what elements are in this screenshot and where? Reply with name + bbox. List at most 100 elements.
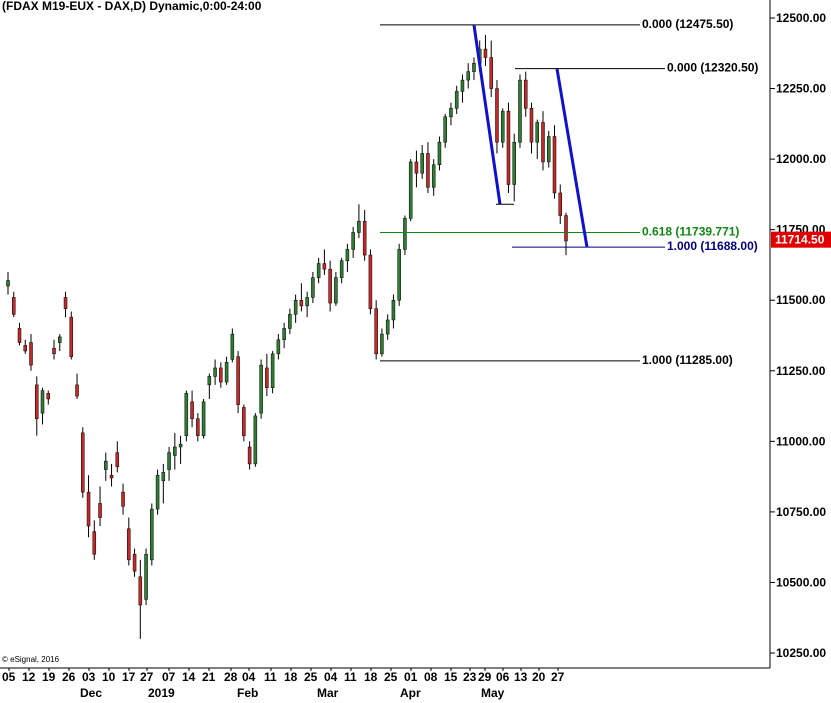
- x-tick-label: 20: [532, 670, 546, 684]
- candle-down: [564, 215, 568, 242]
- candle-up: [178, 443, 183, 448]
- candle: [449, 102, 453, 126]
- candle-up: [40, 390, 45, 414]
- candle: [403, 215, 407, 256]
- candle: [219, 362, 223, 388]
- candle: [362, 209, 367, 261]
- labels: 0.000 (12475.50) 0.000 (12320.50) 0.618 (1…: [642, 17, 831, 367]
- candle: [40, 387, 45, 425]
- candle: [345, 243, 350, 272]
- x-tick-label: 12: [22, 670, 36, 684]
- trend-line: [472, 24, 502, 205]
- month-label: May: [481, 686, 505, 700]
- x-tick-label: 17: [122, 670, 136, 684]
- candle-down: [115, 452, 120, 467]
- candle: [420, 145, 424, 179]
- candle: [518, 74, 522, 148]
- y-tick-label: 12500.00: [776, 11, 826, 25]
- y-tick-label: 10750.00: [776, 505, 826, 519]
- candle: [564, 212, 568, 256]
- candle: [81, 427, 85, 498]
- candle-down: [98, 503, 102, 518]
- candle: [391, 294, 396, 329]
- candle-down: [190, 401, 194, 420]
- fib-level-label: 1.000 (11688.00): [667, 239, 758, 253]
- candle: [161, 463, 166, 504]
- candle-up: [500, 110, 505, 143]
- candle: [150, 503, 154, 566]
- candle-down: [81, 432, 85, 493]
- month-label: Apr: [400, 686, 421, 700]
- candle-up: [276, 339, 281, 355]
- candle-up: [311, 277, 315, 298]
- candle: [69, 311, 74, 360]
- candle-up: [282, 328, 286, 340]
- y-tick-label: 11500.00: [776, 293, 826, 307]
- candle-up: [104, 460, 108, 470]
- candle: [506, 102, 511, 193]
- month-label: 2019: [148, 686, 175, 700]
- candle-up: [201, 401, 206, 436]
- candle: [236, 351, 240, 414]
- x-tick-label: 13: [514, 670, 528, 684]
- candle: [52, 339, 56, 360]
- candle: [167, 446, 171, 481]
- x-tick-label: 18: [364, 670, 378, 684]
- candle: [190, 390, 194, 428]
- candle-up: [230, 333, 235, 360]
- fib-level-label: 0.618 (11739.771): [642, 225, 739, 239]
- candle: [259, 359, 263, 419]
- x-tick-label: 10: [102, 670, 116, 684]
- candle: [523, 71, 528, 117]
- candle: [529, 102, 534, 154]
- candle-up: [460, 79, 465, 92]
- y-tick-label: 10250.00: [776, 646, 826, 660]
- candle-down: [414, 161, 419, 174]
- candle-up: [334, 277, 338, 304]
- x-tick-label: 25: [304, 670, 318, 684]
- x-tick-label: 28: [224, 670, 238, 684]
- candle: [29, 334, 33, 371]
- candle-up: [58, 336, 62, 343]
- candle-down: [362, 220, 367, 256]
- candle: [127, 517, 131, 566]
- x-tick-label: 15: [444, 670, 458, 684]
- candle-down: [132, 553, 137, 572]
- candle: [368, 249, 373, 315]
- candle-up: [431, 164, 436, 188]
- fib-level-label: 1.000 (11285.00): [642, 353, 733, 367]
- candle: [17, 322, 22, 346]
- x-tick-label: 01: [404, 670, 418, 684]
- candle: [138, 559, 143, 639]
- candle: [173, 432, 177, 470]
- candle-up: [512, 141, 516, 185]
- candle: [178, 435, 183, 464]
- candle-down: [558, 192, 562, 216]
- candle: [316, 257, 321, 284]
- candle-down: [29, 342, 33, 366]
- candle: [155, 469, 160, 515]
- current-price-label: 11714.50: [775, 233, 825, 247]
- candle: [86, 475, 91, 538]
- candle: [98, 486, 102, 526]
- y-tick-label: 12250.00: [776, 82, 826, 96]
- candle-down: [138, 576, 143, 606]
- candle: [104, 452, 108, 481]
- candle: [293, 294, 298, 323]
- candle-down: [46, 393, 51, 400]
- candle-up: [449, 108, 453, 118]
- candle-up: [420, 153, 424, 174]
- candle: [282, 322, 286, 349]
- candle-up: [443, 116, 447, 143]
- candle-up: [518, 79, 522, 143]
- candle-up: [6, 280, 10, 287]
- candle-up: [339, 260, 344, 278]
- candle: [75, 373, 79, 399]
- candle-down: [483, 48, 488, 58]
- candle-up: [167, 452, 171, 470]
- candle: [414, 150, 419, 188]
- candle-down: [63, 297, 68, 309]
- copyright-text: © eSignal, 2016: [2, 655, 60, 664]
- candle: [322, 249, 327, 275]
